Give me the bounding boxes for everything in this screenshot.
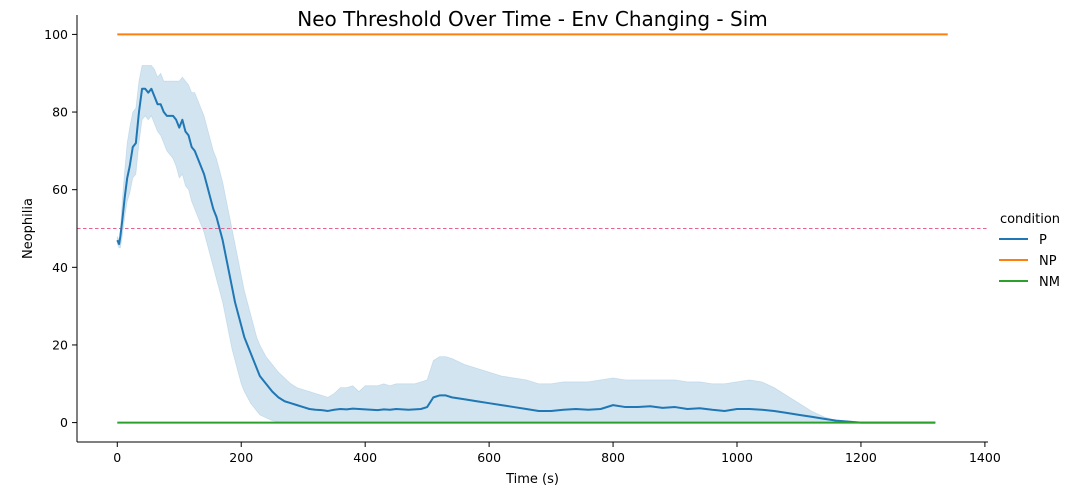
y-tick-label: 80 [52, 105, 68, 120]
y-tick-label: 40 [52, 260, 68, 275]
y-tick-label: 100 [44, 27, 68, 42]
legend-label-np: NP [1039, 254, 1057, 269]
series-p-line [116, 87, 936, 424]
legend-label-p: P [1039, 233, 1047, 248]
y-tick-label: 60 [52, 182, 68, 197]
x-tick-label: 0 [113, 450, 121, 465]
y-tick-label: 20 [52, 337, 68, 352]
y-tick-label: 0 [60, 415, 68, 430]
x-tick-label: 1000 [721, 450, 753, 465]
plot-area [77, 33, 988, 424]
x-axis-label: Time (s) [505, 472, 559, 487]
legend-label-nm: NM [1039, 275, 1060, 290]
x-tick-label: 600 [477, 450, 501, 465]
x-tick-label: 200 [229, 450, 253, 465]
axes: 0 200 400 600 800 1000 1200 1400 0 20 40 60 80 100 [44, 15, 1001, 465]
x-tick-label: 800 [601, 450, 625, 465]
series-p-confidence-band [116, 65, 936, 423]
x-tick-label: 1400 [969, 450, 1001, 465]
y-axis-label: Neophilia [21, 198, 36, 259]
x-tick-label: 400 [353, 450, 377, 465]
legend: condition P NP NM [999, 212, 1060, 290]
chart-title: Neo Threshold Over Time - Env Changing -… [297, 7, 768, 31]
legend-title: condition [1000, 212, 1060, 227]
x-tick-label: 1200 [845, 450, 877, 465]
